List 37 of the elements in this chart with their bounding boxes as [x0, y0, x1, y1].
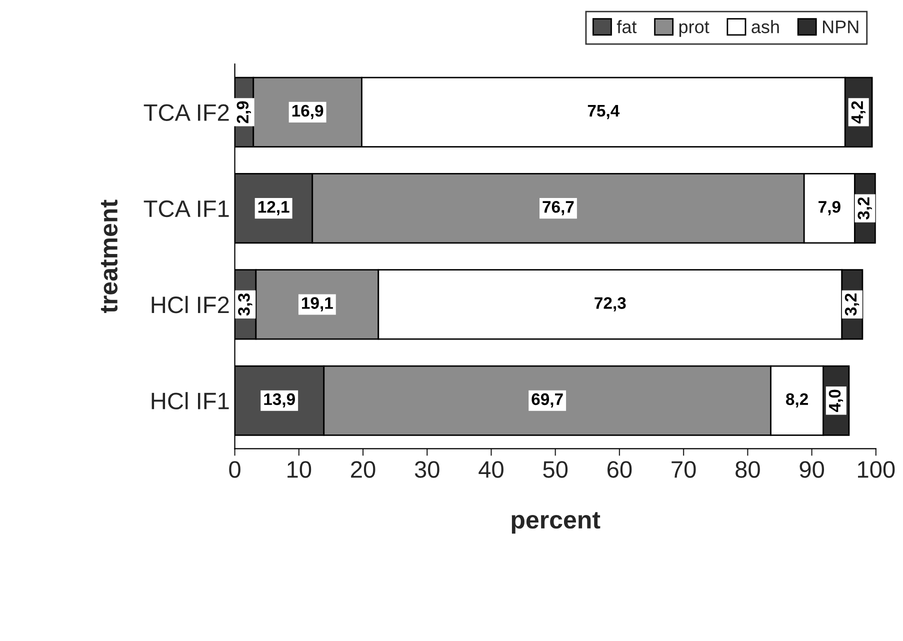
x-tick-label: 100: [858, 461, 895, 478]
data-label: 12,1: [258, 200, 290, 216]
x-axis-title: percent: [512, 512, 600, 534]
x-tick-label: 0: [229, 461, 240, 478]
y-tick-label: HCl IF2: [152, 296, 229, 314]
data-label: 4,0: [828, 390, 844, 412]
x-tick-label: 40: [478, 461, 504, 478]
data-label: 76,7: [542, 200, 574, 216]
legend-label: ash: [752, 20, 779, 34]
x-tick-label: 90: [800, 461, 824, 478]
data-label: 16,9: [292, 104, 324, 120]
data-label: 72,3: [594, 297, 626, 312]
data-label: 3,2: [858, 197, 872, 220]
x-tick-label: 30: [414, 461, 440, 478]
x-tick-label: 70: [672, 461, 696, 478]
x-tick-label: 50: [543, 461, 568, 478]
data-label: 13,9: [264, 393, 295, 408]
data-label: 19,1: [302, 297, 333, 312]
data-label: 8,2: [786, 393, 808, 408]
data-label: 75,4: [588, 105, 620, 120]
x-tick-label: 20: [351, 461, 376, 478]
x-tick-label: 80: [736, 461, 760, 478]
data-label: 3,3: [238, 293, 252, 316]
data-label: 69,7: [532, 393, 563, 408]
y-tick-label: TCA IF1: [144, 200, 229, 218]
data-label: 3,2: [844, 294, 860, 316]
y-tick-label: TCA IF2: [144, 104, 229, 121]
legend-label: fat: [616, 20, 637, 34]
y-tick-label: HCl IF1: [152, 392, 229, 410]
data-label: 7,9: [818, 200, 840, 216]
data-label: 2,9: [236, 101, 251, 124]
legend-label: prot: [679, 21, 710, 37]
x-tick-label: 10: [288, 461, 312, 478]
y-axis-title: treatment: [100, 200, 118, 314]
legend-label: NPN: [823, 20, 858, 34]
data-label: 4,2: [851, 101, 866, 124]
x-tick-label: 60: [608, 461, 632, 478]
